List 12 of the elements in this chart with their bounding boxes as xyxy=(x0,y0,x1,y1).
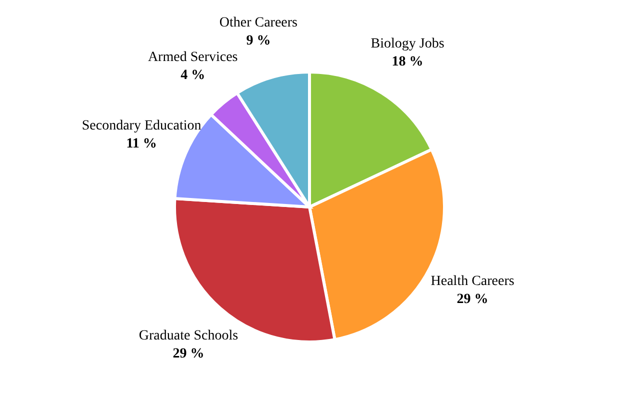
data-label: 11 % xyxy=(126,136,157,152)
slice-label: Secondary Education xyxy=(82,118,202,134)
data-label: 29 % xyxy=(456,292,488,308)
slice-label: Health Careers xyxy=(430,274,514,290)
data-label: 29 % xyxy=(172,346,204,362)
slice-label: Other Careers xyxy=(219,15,298,30)
slice-label: Armed Services xyxy=(148,50,238,65)
slice-label: Biology Jobs xyxy=(370,36,444,52)
data-label: 4 % xyxy=(180,68,206,83)
data-label: 18 % xyxy=(392,54,424,70)
data-label: 9 % xyxy=(246,33,271,48)
slice-label: Graduate Schools xyxy=(138,328,238,344)
